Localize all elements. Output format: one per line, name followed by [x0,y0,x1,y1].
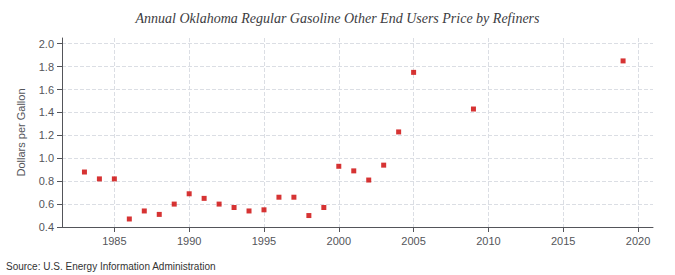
svg-text:2015: 2015 [551,235,575,247]
svg-text:1995: 1995 [252,235,276,247]
svg-text:1.2: 1.2 [39,129,54,141]
svg-text:2.0: 2.0 [39,38,54,50]
svg-text:2010: 2010 [476,235,500,247]
svg-text:0.8: 0.8 [39,175,54,187]
svg-text:0.6: 0.6 [39,198,54,210]
svg-text:1990: 1990 [177,235,201,247]
svg-text:1985: 1985 [102,235,126,247]
svg-text:Source: U.S. Energy Informatio: Source: U.S. Energy Information Administ… [6,261,216,272]
svg-text:1.8: 1.8 [39,61,54,73]
svg-text:2000: 2000 [327,235,351,247]
svg-text:1.0: 1.0 [39,152,54,164]
svg-text:1.6: 1.6 [39,84,54,96]
svg-text:Annual Oklahoma Regular Gasoli: Annual Oklahoma Regular Gasoline Other E… [135,11,541,26]
svg-text:0.4: 0.4 [39,221,54,233]
svg-text:2020: 2020 [626,235,650,247]
svg-text:1.4: 1.4 [39,106,54,118]
svg-text:2005: 2005 [401,235,425,247]
svg-text:Dollars per Gallon: Dollars per Gallon [15,88,27,176]
